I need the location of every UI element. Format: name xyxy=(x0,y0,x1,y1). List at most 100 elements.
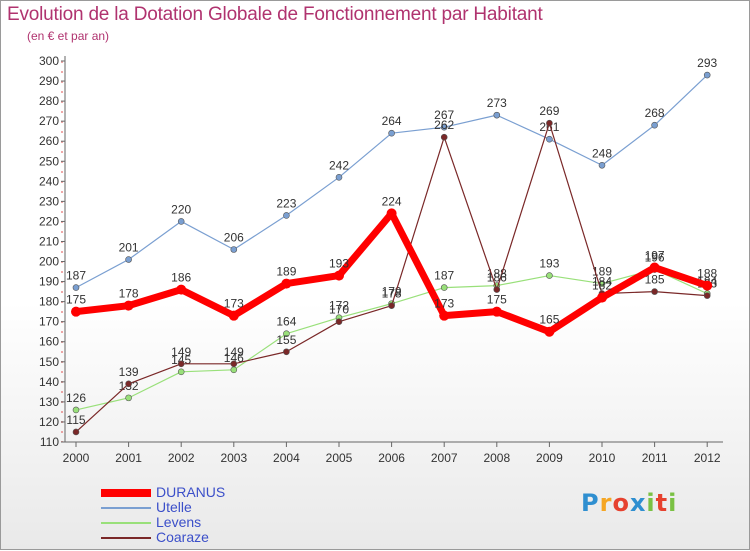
data-label: 184 xyxy=(592,275,612,289)
data-label: 188 xyxy=(697,267,717,281)
logo-letter: o xyxy=(612,489,630,517)
data-label: 220 xyxy=(171,202,191,216)
legend-label: Coaraze xyxy=(156,529,209,545)
data-point xyxy=(230,360,238,368)
y-tick-label: 230 xyxy=(39,194,59,208)
data-point xyxy=(388,129,395,137)
y-tick-label: 180 xyxy=(39,295,59,309)
y-tick-label: 250 xyxy=(39,154,59,168)
data-point xyxy=(493,111,501,119)
data-label: 248 xyxy=(592,146,612,160)
data-label: 197 xyxy=(645,249,665,263)
data-point xyxy=(546,272,553,279)
data-point xyxy=(283,348,290,356)
data-label: 261 xyxy=(539,120,559,134)
legend-swatch xyxy=(101,522,151,524)
y-tick-label: 210 xyxy=(39,234,59,248)
legend-label: Utelle xyxy=(156,499,192,515)
data-point xyxy=(703,292,711,299)
x-tick-label: 2009 xyxy=(536,451,563,465)
x-tick-label: 2000 xyxy=(63,451,90,465)
y-tick-label: 170 xyxy=(39,315,59,329)
data-point xyxy=(651,288,658,295)
data-point xyxy=(388,302,395,309)
legend-swatch xyxy=(101,489,151,497)
data-label: 165 xyxy=(539,313,559,327)
y-tick-label: 220 xyxy=(39,214,59,228)
y-tick-label: 240 xyxy=(39,174,59,188)
data-label: 196 xyxy=(645,251,665,265)
data-point xyxy=(493,286,501,293)
legend-label: Levens xyxy=(156,514,202,530)
data-label: 146 xyxy=(224,351,244,365)
data-point xyxy=(125,380,132,388)
data-point xyxy=(386,208,397,219)
data-label: 267 xyxy=(434,108,454,122)
data-point xyxy=(597,292,607,303)
x-tick-label: 2006 xyxy=(378,451,405,465)
data-point xyxy=(230,366,238,374)
data-point xyxy=(649,262,660,273)
data-point xyxy=(544,326,555,337)
legend-swatch xyxy=(101,537,151,539)
data-label: 189 xyxy=(592,265,612,279)
data-label: 149 xyxy=(171,345,191,359)
y-tick-label: 260 xyxy=(39,134,59,148)
data-label: 189 xyxy=(276,265,296,279)
data-label: 126 xyxy=(66,391,86,405)
data-label: 193 xyxy=(539,257,559,271)
y-tick-label: 190 xyxy=(39,275,59,289)
data-point xyxy=(440,284,448,291)
data-point xyxy=(125,256,132,263)
data-label: 175 xyxy=(487,293,507,307)
data-label: 293 xyxy=(697,56,717,70)
data-point xyxy=(702,280,713,291)
data-label: 264 xyxy=(382,114,402,128)
data-label: 268 xyxy=(645,106,665,120)
data-label: 186 xyxy=(487,271,507,285)
data-point xyxy=(546,119,553,127)
data-point xyxy=(230,246,238,253)
data-point xyxy=(228,310,239,321)
x-tick-label: 2012 xyxy=(694,451,721,465)
data-point xyxy=(72,428,80,436)
data-label: 224 xyxy=(382,194,402,208)
data-point xyxy=(123,300,134,311)
data-point xyxy=(177,218,185,225)
data-point xyxy=(72,284,80,291)
data-label: 115 xyxy=(66,413,85,427)
y-tick-label: 140 xyxy=(39,375,59,389)
x-tick-label: 2002 xyxy=(168,451,195,465)
legend-swatch xyxy=(101,507,151,509)
data-label: 273 xyxy=(487,96,507,110)
data-label: 155 xyxy=(276,333,296,347)
series-coaraze: 115139149149155170178262186269184185183 xyxy=(66,104,718,436)
data-label: 187 xyxy=(66,269,86,283)
chart-title: Evolution de la Dotation Globale de Fonc… xyxy=(7,4,543,25)
chart-subtitle: (en € et par an) xyxy=(27,29,110,43)
series-duranus: 175 178 186 173 189 193 224 173 175 165 182 197 188 xyxy=(66,194,718,337)
series-levens: 126132145146164172179187188193189196184 xyxy=(66,251,718,414)
y-tick-label: 120 xyxy=(39,415,59,429)
data-label: 173 xyxy=(224,297,244,311)
data-label: 149 xyxy=(224,345,244,359)
data-point xyxy=(440,123,448,131)
data-point xyxy=(125,394,132,402)
x-tick-label: 2003 xyxy=(220,451,247,465)
x-tick-label: 2005 xyxy=(326,451,353,465)
data-point xyxy=(651,121,658,129)
data-point xyxy=(71,306,81,317)
data-label: 175 xyxy=(66,293,86,307)
y-tick-label: 290 xyxy=(39,74,59,88)
data-point xyxy=(176,284,187,295)
logo-letter: x xyxy=(629,489,647,517)
logo-letter: t xyxy=(655,489,669,517)
logo-letter: P xyxy=(581,489,600,517)
data-label: 193 xyxy=(329,257,349,271)
data-point xyxy=(177,368,185,376)
data-point xyxy=(703,71,711,79)
data-label: 187 xyxy=(434,269,454,283)
data-label: 164 xyxy=(276,315,296,329)
